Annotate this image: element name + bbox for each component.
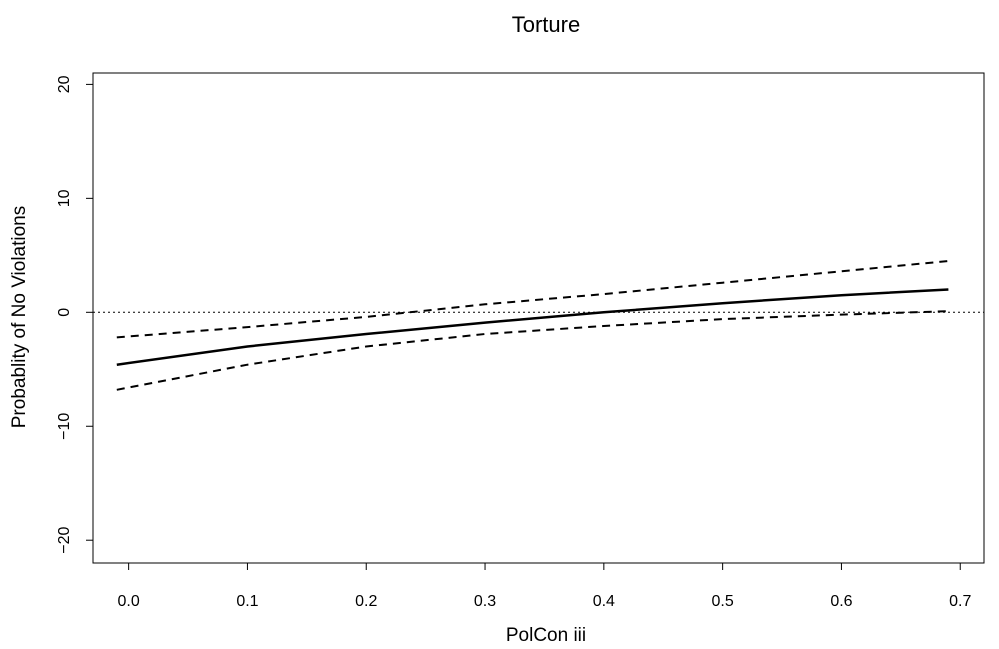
x-tick-label: 0.1: [236, 593, 258, 610]
x-tick-label: 0.3: [474, 593, 496, 610]
y-tick-label: −20: [56, 527, 73, 554]
series-line-1: [116, 288, 949, 366]
x-tick-label: 0.7: [949, 593, 971, 610]
y-tick-label: 0: [56, 308, 73, 317]
x-tick-label: 0.4: [593, 593, 615, 610]
y-axis-label: Probablity of No Violations: [9, 206, 30, 429]
y-tick-label: 20: [56, 75, 73, 93]
x-tick-label: 0.0: [118, 593, 140, 610]
x-tick-label: 0.6: [830, 593, 852, 610]
y-tick-label: −10: [56, 413, 73, 440]
x-tick-label: 0.5: [712, 593, 734, 610]
series-layer: [116, 260, 949, 391]
y-tick-label: 10: [56, 189, 73, 207]
y-axis: −20 −10 0 10 20: [56, 75, 94, 554]
series-line-3: [116, 310, 949, 391]
x-axis-label: PolCon iii: [506, 625, 586, 646]
x-tick-label: 0.2: [355, 593, 377, 610]
chart-title: Torture: [512, 12, 580, 37]
series-line-2: [116, 260, 949, 339]
x-axis: 0.0 0.1 0.2 0.3 0.4 0.5 0.6 0.7: [118, 562, 971, 610]
